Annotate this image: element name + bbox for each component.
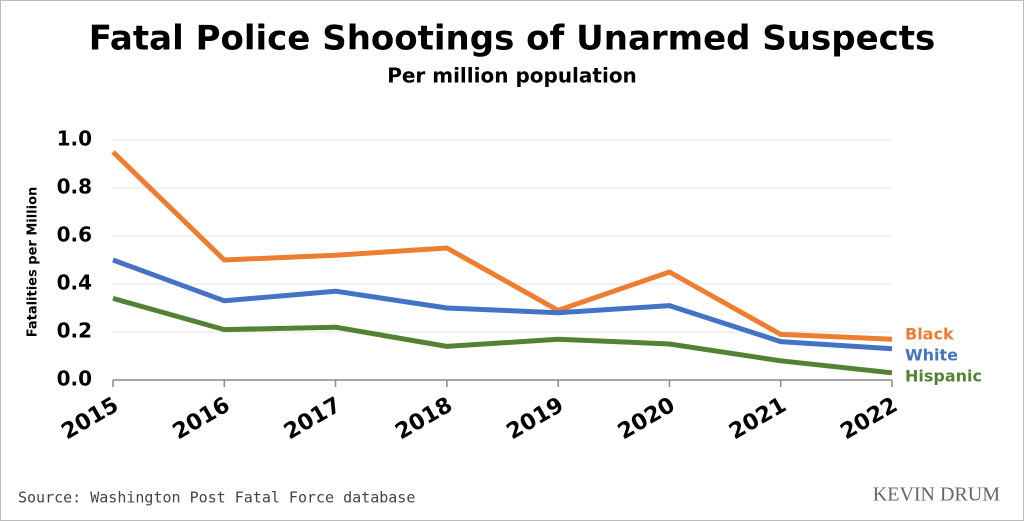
chart-title: Fatal Police Shootings of Unarmed Suspec… — [89, 19, 936, 59]
y-tick-label: 0.4 — [57, 271, 92, 295]
series-line — [112, 295, 893, 376]
credit: KEVIN DRUM — [873, 484, 1000, 506]
y-axis-label: Fatalities per Million — [26, 187, 41, 338]
y-tick-label: 0.0 — [57, 367, 92, 391]
legend-label: Hispanic — [905, 367, 982, 386]
y-tick-label: 0.8 — [57, 175, 92, 199]
y-tick-label: 0.2 — [57, 319, 92, 343]
chart-subtitle: Per million population — [387, 64, 637, 88]
legend-label: White — [905, 346, 958, 365]
y-tick-label: 0.6 — [57, 223, 92, 247]
y-tick-label: 1.0 — [57, 127, 92, 151]
legend-label: Black — [905, 325, 954, 344]
series-line — [112, 257, 893, 352]
series-line — [111, 150, 893, 342]
source: Source: Washington Post Fatal Force data… — [18, 489, 415, 507]
